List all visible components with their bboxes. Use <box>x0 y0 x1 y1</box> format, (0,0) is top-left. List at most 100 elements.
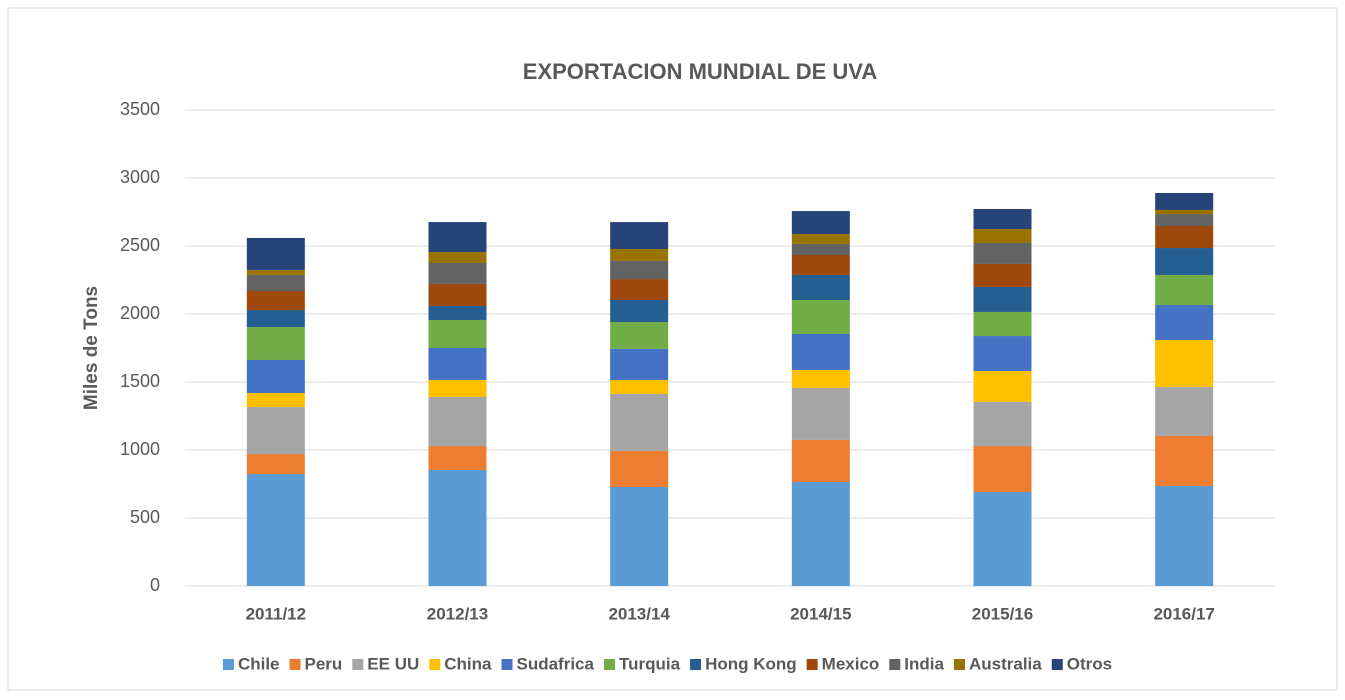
legend-label: Hong Kong <box>705 654 797 673</box>
bar-segment <box>973 311 1032 337</box>
bar-segment <box>610 279 669 300</box>
bar-segment <box>246 407 305 455</box>
legend-swatch <box>889 659 901 670</box>
y-tick-label: 500 <box>130 507 160 527</box>
bar-segment <box>973 336 1032 371</box>
bar-segment <box>428 396 487 447</box>
bar-segment <box>246 359 305 394</box>
bar-segment <box>246 269 305 275</box>
legend-label: Chile <box>238 654 280 673</box>
bar-segment <box>246 393 305 408</box>
bar-segment <box>791 481 850 586</box>
bar-segment <box>1155 486 1214 586</box>
bar-segment <box>246 327 305 360</box>
legend-label: India <box>904 654 944 673</box>
y-axis-label: Miles de Tons <box>81 286 102 410</box>
bar-segment <box>428 348 487 380</box>
bar-segment <box>428 379 487 397</box>
x-tick-label: 2013/14 <box>608 604 670 623</box>
chart-title: EXPORTACION MUNDIAL DE UVA <box>523 59 878 84</box>
y-tick-label: 3000 <box>120 167 160 187</box>
bar-segment <box>973 446 1032 493</box>
bar-segment <box>1155 339 1214 388</box>
legend-swatch <box>690 659 702 670</box>
bar-segment <box>973 492 1032 586</box>
legend-swatch <box>603 659 615 670</box>
bar-segment <box>973 370 1032 402</box>
y-tick-label: 3500 <box>120 99 160 119</box>
bar-segment <box>973 286 1032 312</box>
y-tick-label: 1000 <box>120 439 160 459</box>
bar-segment <box>791 211 850 235</box>
bar-segment <box>973 209 1032 229</box>
bar-segment <box>791 439 850 482</box>
legend-label: Sudafrica <box>517 654 595 673</box>
chart-border <box>7 7 1338 691</box>
bar-segment <box>1155 209 1214 215</box>
bar-segment <box>610 299 669 323</box>
bar-segment <box>610 450 669 487</box>
bar-segment <box>973 401 1032 447</box>
bar-segment <box>1155 248 1214 275</box>
bar-segment <box>791 333 850 371</box>
x-tick-label: 2014/15 <box>790 604 851 623</box>
legend-label: Mexico <box>822 654 880 673</box>
bar-segment <box>246 274 305 292</box>
bar-segment <box>791 274 850 300</box>
bar-segment <box>428 446 487 470</box>
y-tick-label: 0 <box>150 575 160 595</box>
bar-segment <box>610 322 669 349</box>
bar-segment <box>1155 274 1214 306</box>
bar-segment <box>428 319 487 348</box>
x-tick-label: 2016/17 <box>1153 604 1214 623</box>
bar-segment <box>791 370 850 388</box>
bar-segment <box>246 474 305 586</box>
bar-segment <box>610 379 669 394</box>
legend-label: Peru <box>305 654 343 673</box>
bar-segment <box>246 291 305 311</box>
bar-segment <box>246 454 305 475</box>
bar-segment <box>428 263 487 284</box>
legend-label: China <box>444 654 492 673</box>
x-tick-label: 2012/13 <box>427 604 488 623</box>
x-tick-label: 2011/12 <box>246 604 307 623</box>
bar-segment <box>791 254 850 275</box>
bar-segment <box>791 234 850 244</box>
legend-label: EE UU <box>367 654 419 673</box>
bar-segment <box>1155 305 1214 340</box>
bar-segment <box>791 387 850 440</box>
legend-swatch <box>352 659 364 670</box>
bar-segment <box>973 263 1032 287</box>
bar-segment <box>610 222 669 249</box>
bar-segment <box>1155 435 1214 487</box>
bar-segment <box>791 243 850 255</box>
bar-segment <box>428 305 487 320</box>
legend-swatch <box>953 659 965 670</box>
bar-segment <box>246 310 305 328</box>
bar-segment <box>428 222 487 252</box>
bar-segment <box>610 248 669 261</box>
bar-segment <box>610 260 669 280</box>
legend-swatch <box>1051 659 1063 670</box>
y-tick-label: 2000 <box>120 303 160 323</box>
bar-segment <box>428 283 487 306</box>
legend-label: Otros <box>1067 654 1112 673</box>
bar-segment <box>1155 214 1214 227</box>
y-tick-label: 1500 <box>120 371 160 391</box>
bar-segment <box>246 237 305 270</box>
bar-segment <box>973 229 1032 244</box>
bar-segment <box>791 299 850 334</box>
bar-segment <box>428 251 487 263</box>
bar-segment <box>973 243 1032 264</box>
bar-segment <box>610 393 669 451</box>
x-tick-label: 2015/16 <box>972 604 1033 623</box>
bar-segment <box>1155 387 1214 436</box>
legend-label: Australia <box>969 654 1042 673</box>
bar-segment <box>1155 192 1214 210</box>
bar-segment <box>1155 226 1214 249</box>
bar-segment <box>610 348 669 380</box>
legend-label: Turquia <box>619 654 681 673</box>
legend-swatch <box>501 659 513 670</box>
legend-swatch <box>289 659 301 670</box>
